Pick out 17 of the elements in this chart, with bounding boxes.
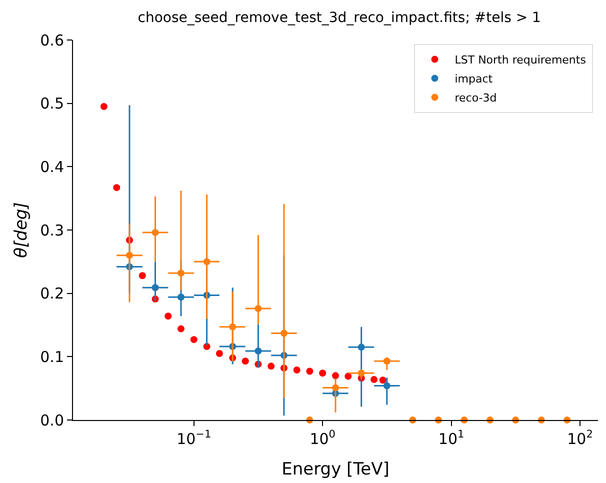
x-tick-label: 10$^{2}$ xyxy=(567,428,593,448)
x-tick-label: 10$^{−1}$ xyxy=(176,428,212,448)
y-tick-label: 0.0 xyxy=(40,411,64,430)
y-tick-label: 0.1 xyxy=(40,348,64,366)
legend-label: impact xyxy=(454,72,494,86)
x-tick-label: 10$^{1}$ xyxy=(438,428,464,448)
y-tick-label: 0.6 xyxy=(40,31,64,50)
y-tick-label: 0.4 xyxy=(40,158,64,176)
x-tick-label: 10$^{0}$ xyxy=(310,428,336,448)
y-axis-title: θ[deg] xyxy=(12,202,32,258)
legend-label: reco-3d xyxy=(454,92,497,105)
x-axis-title: Energy [TeV] xyxy=(282,459,390,480)
y-tick-label: 0.5 xyxy=(40,94,64,113)
y-tick-label: 0.2 xyxy=(40,284,64,303)
chart-title: choose_seed_remove_test_3d_reco_impact.fits; #tels > 1 xyxy=(138,10,541,26)
legend-label: LST North requirements xyxy=(454,54,586,67)
y-tick-label: 0.3 xyxy=(40,221,64,240)
